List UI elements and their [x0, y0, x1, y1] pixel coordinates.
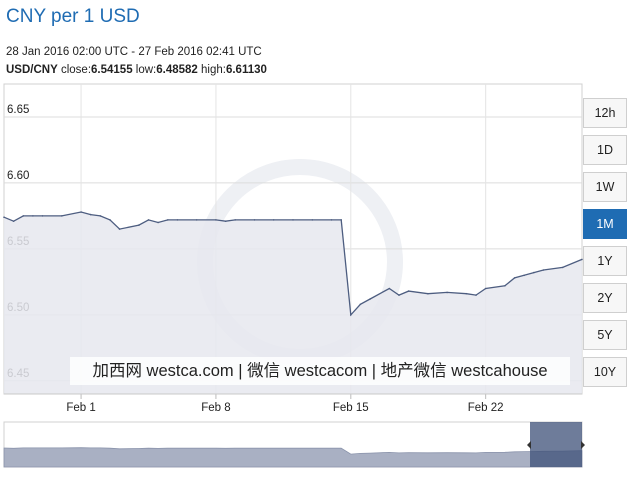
y-tick-label: 6.65 [7, 104, 29, 116]
data-point [581, 258, 583, 261]
data-point [504, 285, 506, 287]
navigator-handle-right-icon [581, 441, 585, 449]
low-label: low: [135, 64, 157, 76]
data-point [542, 269, 545, 271]
timeframe-button-5y[interactable]: 5Y [583, 320, 627, 350]
data-point [292, 219, 294, 221]
data-point [475, 294, 477, 296]
timeframe-button-2y[interactable]: 2Y [583, 283, 627, 313]
data-point [41, 215, 44, 217]
data-point [118, 228, 121, 230]
data-point [3, 216, 5, 218]
timeframe-button-12h[interactable]: 12h [583, 98, 627, 128]
currency-pair: USD/CNY [6, 64, 58, 76]
data-point [446, 291, 448, 294]
series-area [4, 212, 582, 394]
data-point [407, 290, 410, 292]
data-point [224, 220, 227, 222]
data-point [253, 219, 256, 221]
x-tick-label: Feb 15 [333, 402, 369, 414]
navigator-selection [530, 422, 582, 467]
y-tick-label: 6.60 [7, 170, 29, 182]
timeframe-selector: 12h 1D 1W 1M 1Y 2Y 5Y 10Y [583, 98, 627, 394]
data-point [109, 219, 111, 221]
data-point [12, 220, 15, 222]
data-point [22, 215, 25, 217]
data-point [427, 292, 429, 295]
data-point [350, 314, 352, 316]
data-point [359, 303, 362, 306]
chart-title: CNY per 1 USD [6, 6, 140, 27]
navigator-handle-left-icon [527, 441, 531, 449]
date-range: 28 Jan 2016 02:00 UTC - 27 Feb 2016 02:4… [6, 46, 262, 58]
data-point [523, 274, 525, 277]
x-tick-label: Feb 22 [468, 402, 504, 414]
data-point [147, 219, 150, 221]
data-point [533, 271, 535, 274]
data-point [32, 215, 34, 217]
data-point [388, 287, 391, 290]
range-navigator[interactable] [3, 421, 585, 468]
data-point [465, 292, 468, 295]
watermark-banner: 加西网 westca.com | 微信 westcacom | 地产微信 wes… [70, 357, 570, 385]
x-tick-label: Feb 8 [201, 402, 230, 414]
data-point [195, 219, 198, 221]
high-value: 6.61130 [225, 64, 267, 76]
data-point [561, 266, 564, 269]
x-tick-label: Feb 1 [66, 402, 95, 414]
low-value: 6.48582 [156, 64, 198, 76]
data-point [80, 211, 82, 213]
data-point [484, 287, 487, 290]
data-point [398, 294, 400, 296]
data-point [272, 219, 275, 221]
data-point [157, 221, 159, 224]
data-point [369, 298, 371, 300]
timeframe-button-1y[interactable]: 1Y [583, 246, 627, 276]
navigator-series [3, 447, 583, 468]
timeframe-button-1m[interactable]: 1M [583, 209, 627, 239]
timeframe-button-1w[interactable]: 1W [583, 172, 627, 202]
data-point [340, 219, 343, 221]
close-value: 6.54155 [91, 64, 133, 76]
data-point [99, 215, 102, 217]
timeframe-button-1d[interactable]: 1D [583, 135, 627, 165]
series-line [3, 211, 583, 317]
data-point [138, 224, 140, 226]
high-label: high: [201, 64, 226, 76]
data-point [167, 219, 169, 221]
data-point [215, 219, 217, 221]
axes: Feb 1 Feb 8 Feb 15 Feb 22 [4, 393, 582, 414]
data-point [61, 215, 63, 217]
data-point [176, 219, 179, 221]
timeframe-button-10y[interactable]: 10Y [583, 357, 627, 387]
data-point [330, 219, 333, 221]
data-point [234, 219, 236, 221]
data-point [311, 219, 314, 221]
data-point [513, 277, 516, 279]
data-point [89, 213, 92, 216]
close-label: close: [60, 64, 92, 76]
series-layer [3, 211, 583, 394]
quote-summary: USD/CNY close:6.54155 low:6.48582 high:6… [6, 64, 267, 76]
